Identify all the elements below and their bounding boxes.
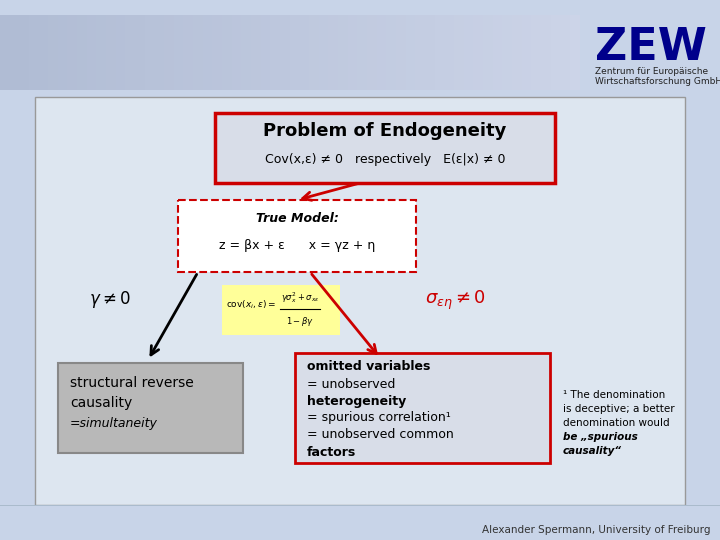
Text: Zentrum für Europäische: Zentrum für Europäische [595, 68, 708, 77]
Bar [464, 15, 474, 90]
Bar [0, 15, 10, 90]
Bar [203, 15, 213, 90]
Bar [96, 15, 106, 90]
Bar [261, 15, 271, 90]
Text: denomination would: denomination would [563, 418, 670, 428]
Bar [222, 15, 232, 90]
Bar [9, 15, 19, 90]
Text: Problem of Endogeneity: Problem of Endogeneity [264, 122, 507, 140]
Bar [19, 15, 29, 90]
Text: ZEW: ZEW [595, 26, 707, 70]
Bar [425, 15, 435, 90]
Text: $\sigma_{\varepsilon\eta} \neq 0$: $\sigma_{\varepsilon\eta} \neq 0$ [425, 288, 485, 312]
Bar [35, 97, 685, 505]
Text: $1 - \beta\gamma$: $1 - \beta\gamma$ [286, 314, 314, 327]
Text: $\gamma \neq 0$: $\gamma \neq 0$ [89, 289, 131, 310]
Bar [183, 15, 193, 90]
Bar [48, 15, 58, 90]
Bar [483, 15, 493, 90]
Bar [328, 15, 338, 90]
Bar [154, 15, 164, 90]
Bar [0, 505, 720, 540]
Text: is deceptive; a better: is deceptive; a better [563, 404, 675, 414]
Bar [367, 15, 377, 90]
Text: $\mathrm{cov}(x_i,\varepsilon)=$: $\mathrm{cov}(x_i,\varepsilon)=$ [226, 299, 276, 311]
Bar [512, 15, 522, 90]
Text: ¹ The denomination: ¹ The denomination [563, 390, 665, 400]
Text: = spurious correlation¹: = spurious correlation¹ [307, 411, 451, 424]
Bar [87, 15, 97, 90]
Bar [348, 15, 358, 90]
Bar [396, 15, 406, 90]
Bar [222, 285, 340, 335]
Bar [58, 15, 68, 90]
Bar [145, 15, 155, 90]
Bar [29, 15, 39, 90]
Bar [570, 15, 580, 90]
Bar [295, 353, 550, 463]
Text: structural reverse: structural reverse [70, 376, 194, 390]
Bar [0, 0, 720, 97]
Bar [560, 15, 570, 90]
Text: $\gamma\sigma_x^2 + \sigma_{x\varepsilon}$: $\gamma\sigma_x^2 + \sigma_{x\varepsilon… [281, 291, 320, 306]
Bar [377, 15, 387, 90]
Bar [299, 15, 309, 90]
Bar [193, 15, 203, 90]
Bar [406, 15, 416, 90]
Bar [309, 15, 319, 90]
Text: = unobserved: = unobserved [307, 377, 395, 390]
Bar [164, 15, 174, 90]
Text: causality“: causality“ [563, 446, 622, 456]
Text: omitted variables: omitted variables [307, 361, 431, 374]
Bar [212, 15, 222, 90]
Bar [178, 200, 416, 272]
Text: be „spurious: be „spurious [563, 432, 638, 442]
Bar [473, 15, 483, 90]
Text: Alexander Spermann, University of Freiburg: Alexander Spermann, University of Freibu… [482, 525, 710, 535]
Bar [319, 15, 329, 90]
Bar [454, 15, 464, 90]
Bar [435, 15, 445, 90]
Bar [251, 15, 261, 90]
Text: Cov(x,ε) ≠ 0   respectively   E(ε|x) ≠ 0: Cov(x,ε) ≠ 0 respectively E(ε|x) ≠ 0 [265, 152, 505, 165]
Bar [280, 15, 290, 90]
Bar [531, 15, 541, 90]
Bar [338, 15, 348, 90]
Bar [58, 363, 243, 453]
Bar [241, 15, 251, 90]
Bar [0, 505, 720, 506]
Text: Wirtschaftsforschung GmbH: Wirtschaftsforschung GmbH [595, 78, 720, 86]
Bar [290, 15, 300, 90]
Text: =simultaneity: =simultaneity [70, 416, 158, 429]
Text: factors: factors [307, 446, 356, 458]
Bar [67, 15, 77, 90]
Bar [270, 15, 280, 90]
Bar [215, 113, 555, 183]
Bar [357, 15, 367, 90]
Bar [444, 15, 454, 90]
Bar [116, 15, 126, 90]
Bar [135, 15, 145, 90]
Bar [541, 15, 551, 90]
Text: z = βx + ε      x = γz + η: z = βx + ε x = γz + η [219, 240, 375, 253]
Bar [174, 15, 184, 90]
Bar [232, 15, 242, 90]
Bar [551, 15, 561, 90]
Text: True Model:: True Model: [256, 212, 338, 225]
Text: heterogeneity: heterogeneity [307, 395, 406, 408]
Bar [522, 15, 532, 90]
Bar [125, 15, 135, 90]
Bar [502, 15, 512, 90]
Bar [106, 15, 116, 90]
Bar [77, 15, 87, 90]
Text: causality: causality [70, 396, 132, 410]
Text: = unobserved common: = unobserved common [307, 429, 454, 442]
Bar [415, 15, 425, 90]
Bar [38, 15, 48, 90]
Bar [386, 15, 396, 90]
Bar [493, 15, 503, 90]
